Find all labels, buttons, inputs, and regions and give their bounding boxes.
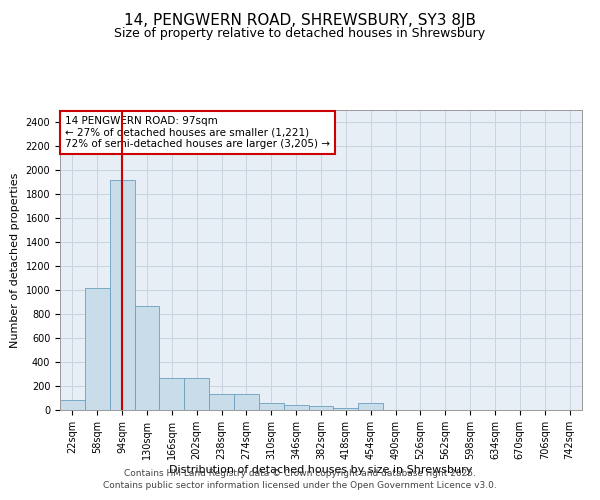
X-axis label: Distribution of detached houses by size in Shrewsbury: Distribution of detached houses by size … bbox=[169, 464, 473, 474]
Bar bbox=[184, 378, 209, 410]
Text: Contains public sector information licensed under the Open Government Licence v3: Contains public sector information licen… bbox=[103, 481, 497, 490]
Text: 14 PENGWERN ROAD: 97sqm
← 27% of detached houses are smaller (1,221)
72% of semi: 14 PENGWERN ROAD: 97sqm ← 27% of detache… bbox=[65, 116, 330, 149]
Bar bbox=[160, 378, 184, 410]
Bar bbox=[209, 394, 234, 410]
Bar bbox=[259, 404, 284, 410]
Bar bbox=[284, 404, 308, 410]
Bar bbox=[110, 180, 134, 410]
Bar bbox=[358, 403, 383, 410]
Text: Size of property relative to detached houses in Shrewsbury: Size of property relative to detached ho… bbox=[115, 28, 485, 40]
Bar bbox=[85, 288, 110, 410]
Bar bbox=[60, 400, 85, 410]
Bar bbox=[134, 306, 160, 410]
Y-axis label: Number of detached properties: Number of detached properties bbox=[10, 172, 20, 348]
Bar bbox=[234, 394, 259, 410]
Bar bbox=[308, 406, 334, 410]
Text: 14, PENGWERN ROAD, SHREWSBURY, SY3 8JB: 14, PENGWERN ROAD, SHREWSBURY, SY3 8JB bbox=[124, 12, 476, 28]
Text: Contains HM Land Registry data © Crown copyright and database right 2025.: Contains HM Land Registry data © Crown c… bbox=[124, 468, 476, 477]
Bar bbox=[334, 408, 358, 410]
